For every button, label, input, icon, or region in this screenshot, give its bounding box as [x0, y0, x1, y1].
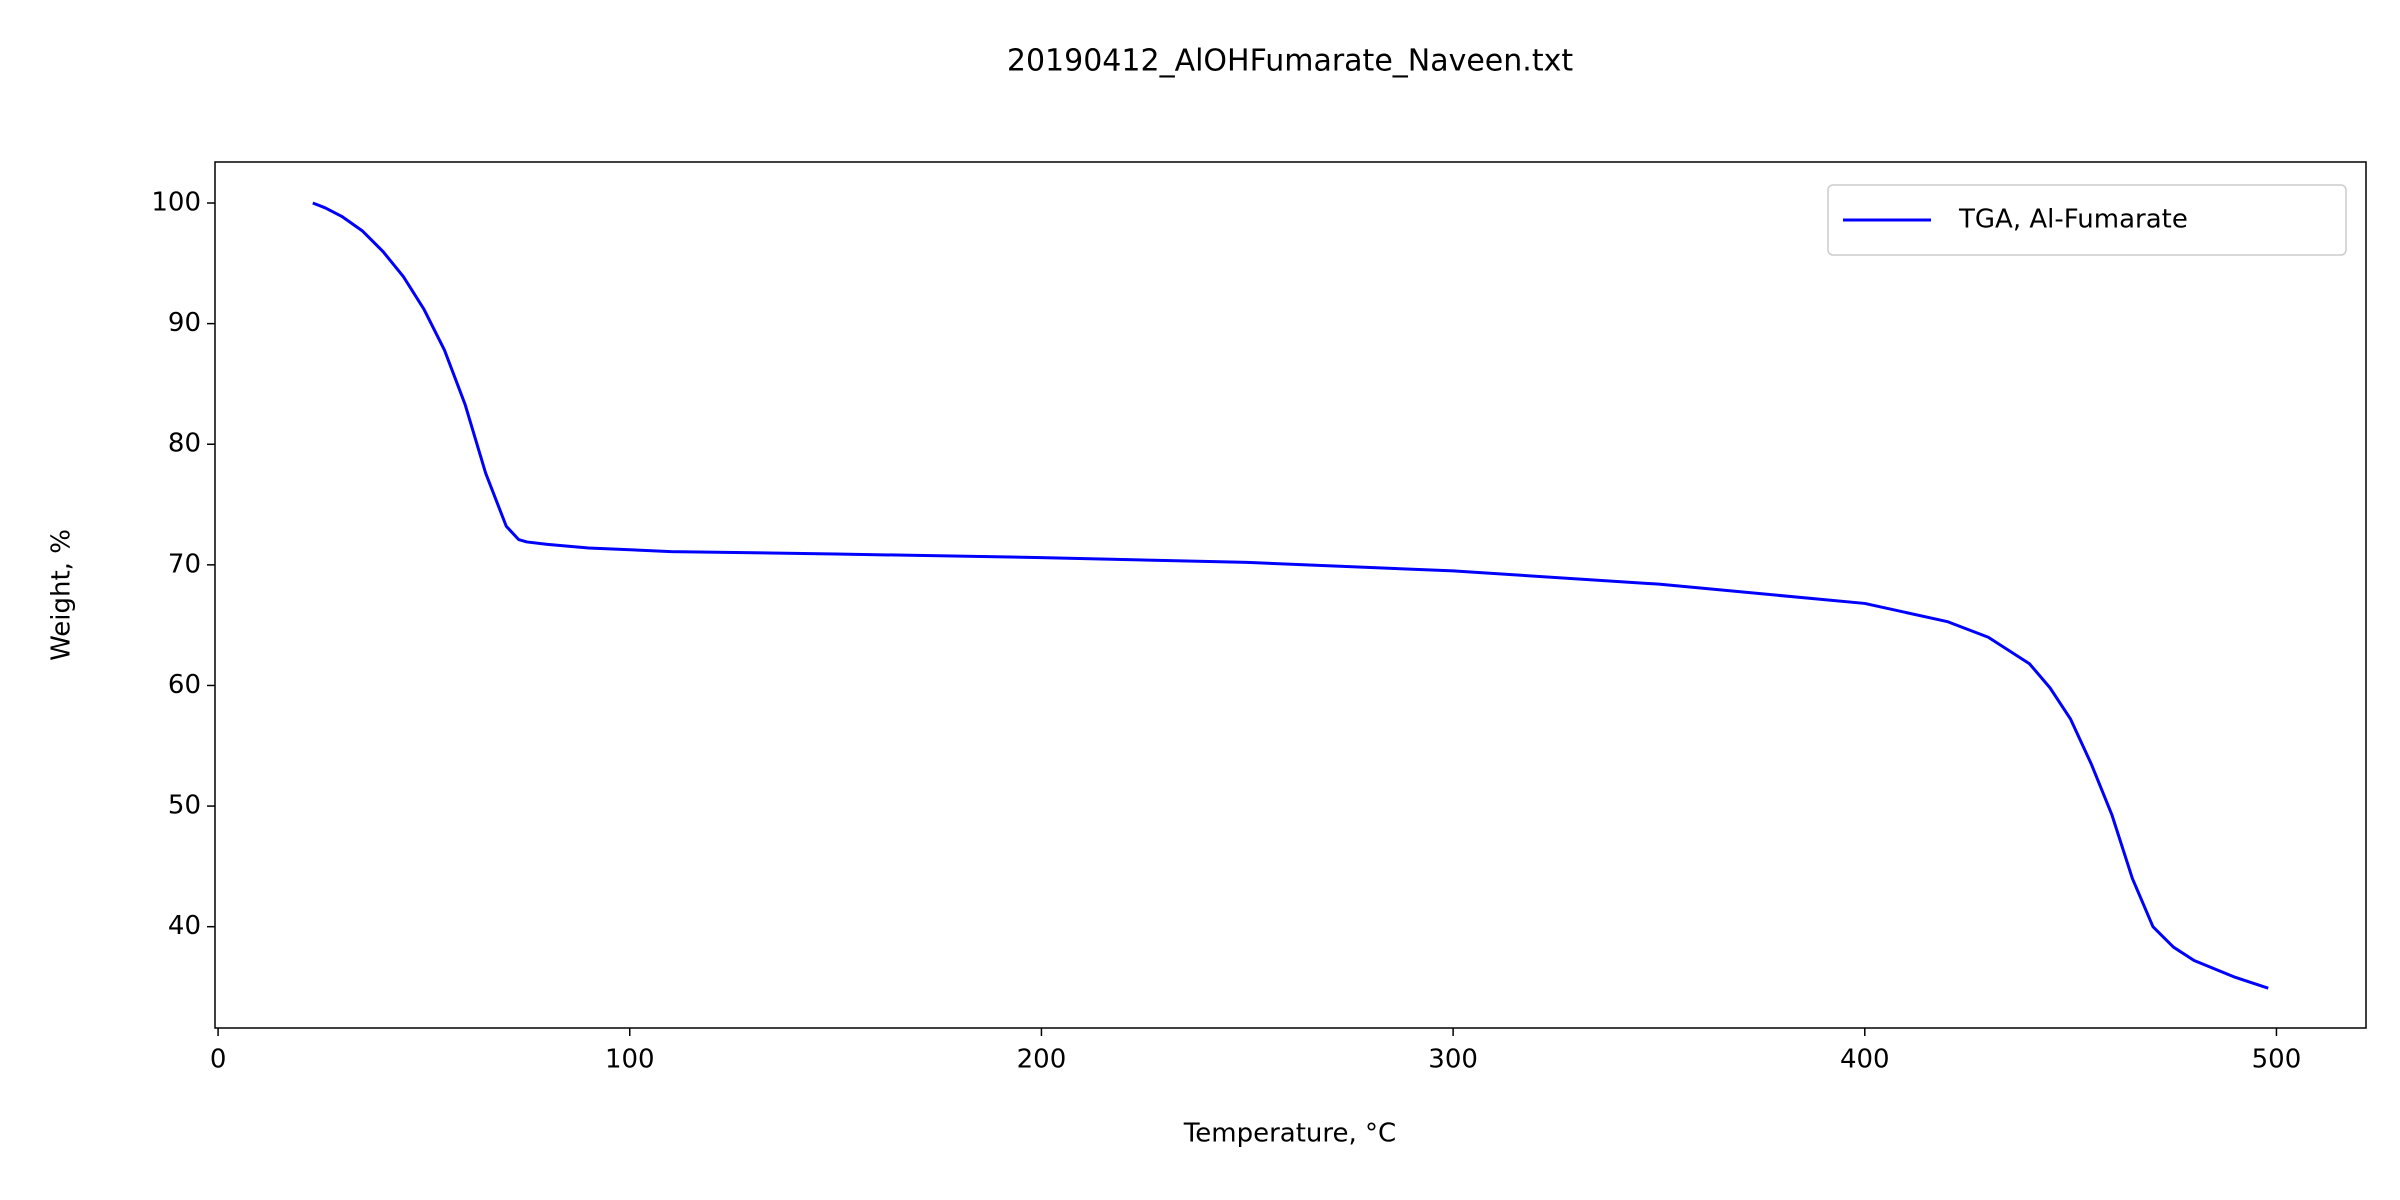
y-tick-label: 80 [168, 429, 201, 459]
x-tick-label: 100 [605, 1045, 655, 1075]
y-tick-label: 90 [168, 308, 201, 338]
legend-box [1827, 184, 2347, 256]
legend-label: TGA, Al-Fumarate [1958, 205, 2188, 235]
x-tick-label: 500 [2252, 1045, 2302, 1075]
x-tick-label: 0 [210, 1045, 227, 1075]
y-tick-label: 70 [168, 549, 201, 579]
x-tick-label: 300 [1428, 1045, 1478, 1075]
y-tick-label: 40 [168, 911, 201, 941]
x-axis-label: Temperature, °C [1183, 1119, 1396, 1149]
chart-title: 20190412_AlOHFumarate_Naveen.txt [1007, 44, 1573, 79]
y-axis-label: Weight, % [47, 529, 77, 661]
y-tick-label: 60 [168, 670, 201, 700]
x-tick-label: 200 [1017, 1045, 1067, 1075]
y-tick-label: 100 [151, 188, 201, 218]
plot-frame [214, 161, 2367, 1029]
x-tick-label: 400 [1840, 1045, 1890, 1075]
data-line [312, 201, 2269, 990]
y-tick-label: 50 [168, 791, 201, 821]
